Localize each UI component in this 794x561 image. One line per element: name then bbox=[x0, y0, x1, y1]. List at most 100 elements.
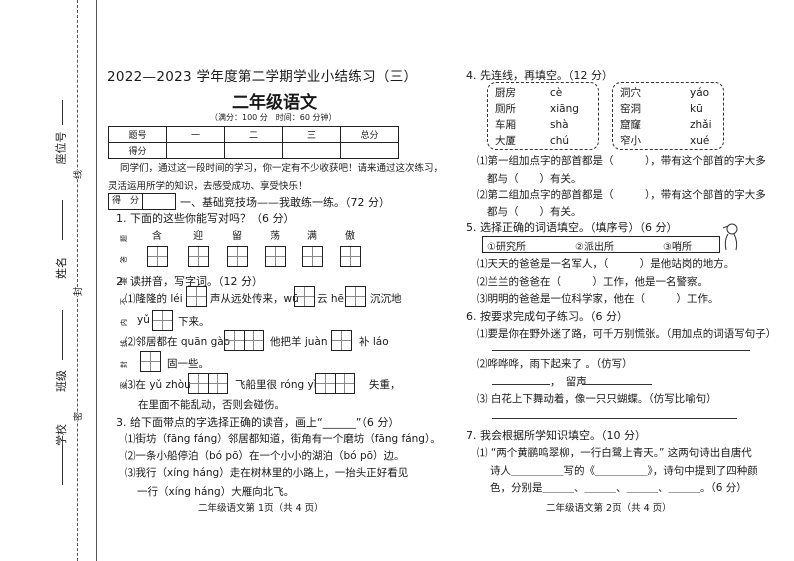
q5-item: ⑴天天的爸爸是一名军人，（ ）是他站岗的地方。 bbox=[477, 258, 735, 270]
q4-item: ⑴第一组加点字的部首都是（ ），带有这个部首的字大多 bbox=[477, 155, 766, 167]
q5-item: ⑶明明的爸爸是一位科学家，他在（ ）工作。 bbox=[477, 293, 719, 305]
answer-line[interactable] bbox=[582, 384, 652, 385]
school-blank[interactable] bbox=[62, 445, 63, 485]
word[interactable]: 窄小 bbox=[620, 135, 641, 147]
score-table: 题号 一 二 三 总分 得分 bbox=[108, 126, 399, 159]
q3-item: 一行（xíng háng）大雁向北飞。 bbox=[137, 486, 295, 498]
table-row: 得分 bbox=[108, 142, 399, 159]
q2-text: 固一些。 bbox=[167, 358, 209, 370]
q6-item: ⑵哗哗哗，雨下起来了 。（仿写） bbox=[477, 358, 633, 370]
pinyin[interactable]: xiāng bbox=[550, 103, 579, 115]
option: ③哨所 bbox=[663, 242, 692, 253]
question-6: 6. 按要求完成句子练习。（6 分） bbox=[466, 310, 628, 323]
seat-number-blank[interactable] bbox=[62, 100, 63, 125]
score-cell[interactable] bbox=[166, 142, 225, 159]
word[interactable]: 窑洞 bbox=[620, 103, 641, 115]
binding-mark-line: 线 bbox=[71, 169, 85, 180]
group-2-words: 洞穴 窑洞 窟窿 窄小 bbox=[620, 85, 641, 149]
class-blank[interactable] bbox=[62, 310, 63, 360]
group-1-box bbox=[487, 82, 599, 150]
writing-grid-double[interactable] bbox=[188, 373, 228, 394]
bird-icon bbox=[722, 223, 738, 251]
q1-char: 迎 bbox=[193, 231, 203, 242]
writing-grid[interactable] bbox=[140, 351, 161, 372]
pinyin[interactable]: kū bbox=[690, 103, 703, 115]
word[interactable]: 厨房 bbox=[495, 87, 516, 99]
group-1-pinyin: cè xiāng shà chú bbox=[550, 85, 579, 149]
score-label: 得 分 bbox=[109, 194, 143, 209]
pinyin[interactable]: yáo bbox=[690, 87, 710, 99]
word[interactable]: 车厢 bbox=[495, 119, 516, 131]
pinyin[interactable]: shà bbox=[550, 119, 569, 131]
pinyin[interactable]: chú bbox=[550, 135, 570, 147]
q4-item: ⑵第二组加点字的部首都是（ ），带有这个部首的字大多 bbox=[477, 189, 766, 201]
q3-item: ⑶我行（xíng háng）走在树林里的小路上，一抬头正好看见 bbox=[125, 467, 409, 479]
name-blank[interactable] bbox=[62, 200, 63, 240]
q1-char: 满 bbox=[307, 231, 317, 242]
q5-item: ⑵兰兰的爸爸在（ ）工作，他是一名警察。 bbox=[477, 276, 708, 288]
table-header: 二 bbox=[224, 126, 283, 143]
class-label: 班级 bbox=[55, 370, 68, 392]
pinyin[interactable]: cè bbox=[550, 87, 563, 99]
q4-item: 都与（ ）有关。 bbox=[487, 206, 582, 218]
score-cell[interactable] bbox=[340, 142, 399, 159]
page-1-footer: 二年级语文第 1页（共 4 页） bbox=[198, 503, 324, 514]
answer-line[interactable] bbox=[492, 418, 737, 419]
score-cell[interactable] bbox=[282, 142, 341, 159]
q6-item: ⑶ 白花上下舞动着，像一只只蝴蝶。（仿写比喻句） bbox=[477, 393, 717, 405]
word[interactable]: 洞穴 bbox=[620, 87, 641, 99]
group-1-words: 厨房 厕所 车厢 大厦 bbox=[495, 85, 516, 149]
section-score-box[interactable]: 得 分 bbox=[108, 193, 176, 210]
writing-grid[interactable] bbox=[265, 246, 286, 267]
writing-grid-double[interactable] bbox=[224, 330, 264, 351]
q2-text: ⑵邻居都在 quān gào bbox=[125, 336, 231, 348]
writing-grid[interactable] bbox=[345, 286, 366, 307]
writing-grid[interactable] bbox=[152, 310, 173, 331]
question-5: 5. 选择正确的词语填空。（填序号）（6 分） bbox=[466, 221, 678, 234]
section-1-title: 一、基础竞技场——我敢练一练。（72 分） bbox=[180, 196, 390, 209]
student-name-label: 姓名 bbox=[55, 257, 68, 279]
score-cell[interactable] bbox=[224, 142, 283, 159]
exam-note: （满分：100 分 时间：60 分钟） bbox=[210, 113, 337, 122]
table-header: 总分 bbox=[340, 126, 399, 143]
answer-line[interactable] bbox=[492, 350, 750, 351]
word[interactable]: 窟窿 bbox=[620, 119, 641, 131]
q1-char: 含 bbox=[152, 231, 162, 242]
writing-grid[interactable] bbox=[294, 286, 315, 307]
q2-text: 失重， bbox=[369, 379, 401, 391]
writing-grid[interactable] bbox=[331, 330, 352, 351]
intro-line-1: 同学们，通过这一段时间的学习，你一定有不少收获吧！请来通过这次练习， bbox=[120, 163, 444, 174]
writing-grid[interactable] bbox=[147, 246, 168, 267]
writing-grid[interactable] bbox=[188, 246, 209, 267]
q2-text: 声从远处传来，wū bbox=[210, 293, 299, 305]
binding-line-outer bbox=[77, 0, 78, 561]
writing-grid[interactable] bbox=[227, 246, 248, 267]
pinyin[interactable]: xué bbox=[690, 135, 710, 147]
q7-item: 色，分别是＿＿＿、＿＿＿、＿＿＿、＿＿＿。（6 分） bbox=[490, 482, 747, 494]
answer-line[interactable] bbox=[492, 384, 550, 385]
pinyin[interactable]: zhǎi bbox=[690, 119, 712, 131]
writing-grid[interactable] bbox=[186, 286, 207, 307]
question-3: 3. 给下面带点的字选择正确的读音，画上“______”（6 分） bbox=[116, 416, 400, 429]
word[interactable]: 大厦 bbox=[495, 135, 516, 147]
word[interactable]: 厕所 bbox=[495, 103, 516, 115]
writing-grid[interactable] bbox=[302, 246, 323, 267]
writing-grid[interactable] bbox=[340, 246, 361, 267]
binding-mark-secret: 密 bbox=[71, 411, 85, 422]
question-7: 7. 我会根据所学知识填空。（10 分） bbox=[466, 429, 646, 442]
question-2: 2. 读拼音，写字词。（12 分） bbox=[116, 275, 263, 288]
q1-char: 荡 bbox=[270, 231, 280, 242]
q1-char: 留 bbox=[232, 231, 242, 242]
q7-item: 诗人＿＿＿＿＿写的《＿＿＿＿＿》，诗句中提到了四种颜 bbox=[490, 465, 758, 477]
table-header: 题号 bbox=[108, 126, 167, 143]
seat-number-label: 座位号 bbox=[54, 131, 68, 165]
q2-text: 在里面不能乱动，否则会碰伤。 bbox=[138, 399, 285, 411]
writing-grid-double[interactable] bbox=[315, 373, 355, 394]
option: ①研究所 bbox=[487, 242, 526, 253]
q2-text: 云 hēi bbox=[317, 293, 347, 305]
q2-text: 沉沉地 bbox=[370, 293, 402, 305]
group-2-pinyin: yáo kū zhǎi xué bbox=[690, 85, 712, 149]
binding-mark-seal: 封 bbox=[71, 286, 85, 297]
q4-item: 都与（ ）有关。 bbox=[487, 173, 582, 185]
question-4: 4. 先连线，再填空。（12 分） bbox=[466, 69, 613, 82]
